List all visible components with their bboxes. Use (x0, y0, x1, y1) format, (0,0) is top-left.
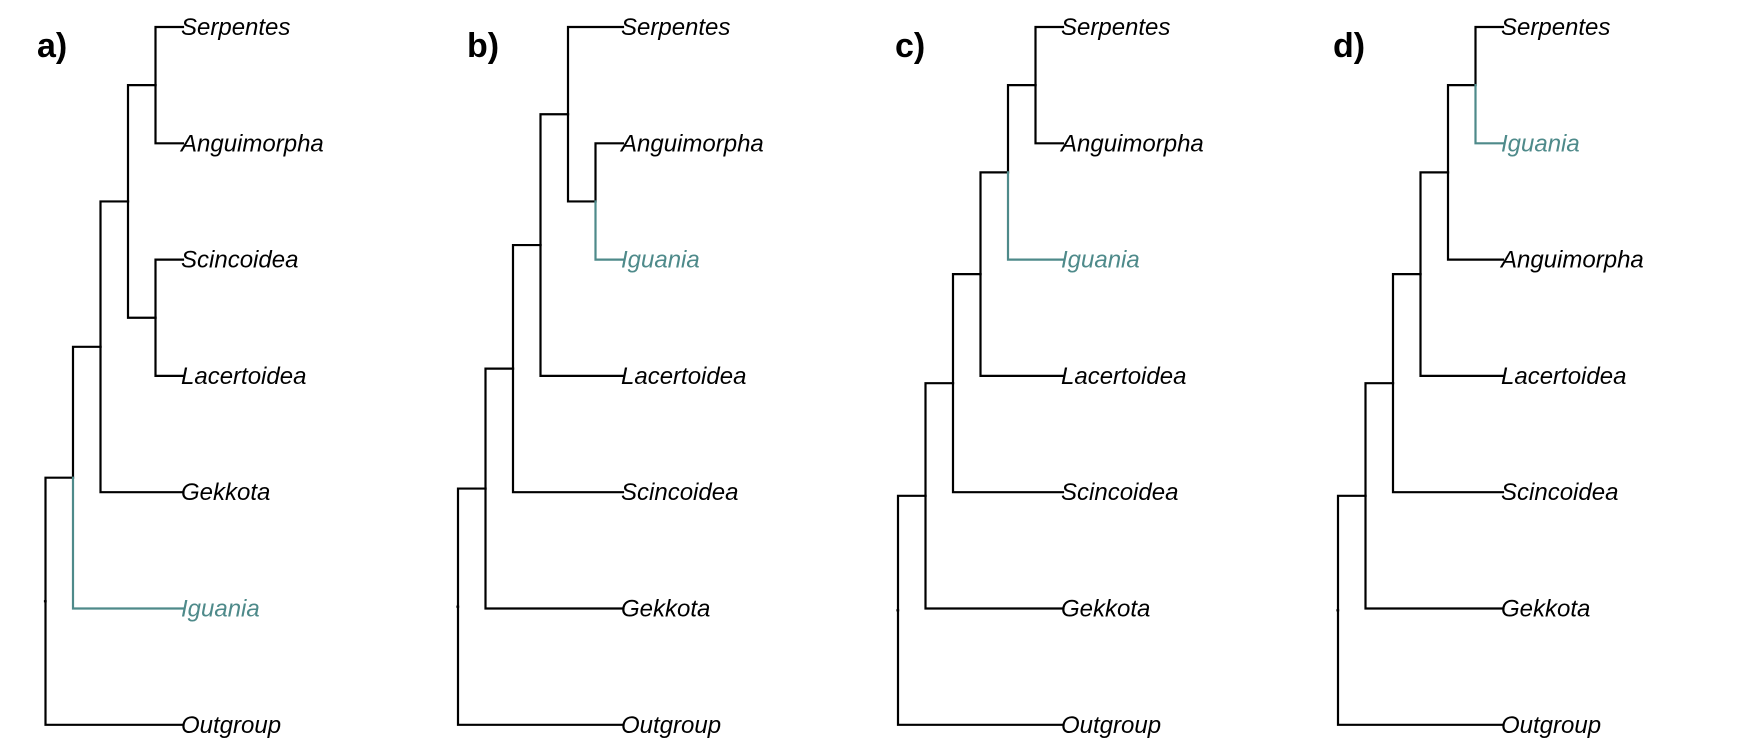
tip-label-serpentes: Serpentes (1061, 14, 1170, 41)
panel-label-a: a) (37, 27, 67, 65)
tip-label-scincoidea: Scincoidea (1061, 479, 1178, 506)
tip-label-outgroup: Outgroup (1061, 712, 1161, 739)
branch-internal-n-0-0-0-0 (539, 113, 570, 247)
tip-label-lacertoidea: Lacertoidea (621, 363, 746, 390)
branch-internal-n-0-0-0 (1391, 273, 1422, 385)
branch-internal-n-0-0-0 (511, 243, 542, 370)
branch-internal-n-0 (44, 476, 75, 603)
panel-label-c: c) (895, 27, 925, 65)
tip-label-outgroup: Outgroup (181, 712, 281, 739)
tip-label-serpentes: Serpentes (181, 14, 290, 41)
branch-to-anguimorpha (594, 142, 625, 203)
branch-to-outgroup (896, 609, 1065, 726)
tip-label-serpentes: Serpentes (1501, 14, 1610, 41)
panel-c: c) Serpentes Anguimorpha Iguania Lacertoide… (895, 14, 1204, 739)
tip-label-outgroup: Outgroup (1501, 712, 1601, 739)
branch-to-lacertoidea (979, 273, 1065, 377)
branch-to-iguania (594, 200, 625, 261)
branch-internal-n-0-0-0-0 (979, 171, 1010, 276)
branch-to-gekkota (924, 494, 1065, 610)
branch-to-anguimorpha (1034, 84, 1065, 145)
tip-label-anguimorpha: Anguimorpha (179, 130, 324, 157)
branch-to-iguania (1006, 171, 1065, 261)
tip-label-scincoidea: Scincoidea (181, 247, 298, 274)
branch-to-outgroup (44, 600, 185, 726)
branch-internal-n-0-0-0-0-0 (1006, 84, 1037, 174)
branch-internal-n-0-0-0-1 (126, 200, 157, 319)
branch-to-lacertoidea (1419, 273, 1505, 377)
branch-internal-n-0-0-0-0-0 (1446, 84, 1477, 174)
tip-label-anguimorpha: Anguimorpha (1499, 247, 1644, 274)
branch-to-scincoidea (1391, 382, 1505, 494)
tip-label-gekkota: Gekkota (621, 596, 710, 623)
branch-to-scincoidea (951, 382, 1065, 494)
tree-branches-b: Serpentes Anguimorpha Iguania Lacertoidea Sc… (456, 14, 764, 739)
branch-to-iguania (71, 476, 185, 610)
branch-to-scincoidea (511, 367, 625, 494)
panel-label-d: d) (1333, 27, 1365, 65)
tip-label-scincoidea: Scincoidea (1501, 479, 1618, 506)
tree-branches-c: Serpentes Anguimorpha Iguania Lacertoidea Sc… (896, 14, 1204, 739)
tip-label-anguimorpha: Anguimorpha (619, 130, 764, 157)
branch-to-serpentes (566, 25, 625, 116)
tip-label-gekkota: Gekkota (181, 479, 270, 506)
tip-label-iguania: Iguania (621, 247, 700, 274)
tip-label-serpentes: Serpentes (621, 14, 730, 41)
branch-to-anguimorpha (1446, 171, 1505, 261)
branch-to-gekkota (484, 487, 625, 610)
branch-to-iguania (1474, 84, 1505, 145)
branch-internal-n-0-0 (484, 367, 515, 490)
tip-label-anguimorpha: Anguimorpha (1059, 130, 1204, 157)
branch-internal-n-0-0-0 (951, 273, 982, 385)
tip-label-lacertoidea: Lacertoidea (1061, 363, 1186, 390)
panel-label-b: b) (467, 27, 499, 65)
branch-to-outgroup (1336, 609, 1505, 726)
panel-a: a) Serpentes Anguimorpha Scincoidea Lacerto… (37, 14, 324, 739)
branch-to-serpentes (1034, 25, 1065, 87)
panel-d: d) Serpentes Iguania Anguimorpha Lacertoide… (1333, 14, 1644, 739)
branch-internal-n-0-0 (1364, 382, 1395, 497)
tree-branches-d: Serpentes Iguania Anguimorpha Lacertoidea Sc… (1336, 14, 1644, 739)
branch-internal-n-0-0-0-0 (1419, 171, 1450, 276)
tip-label-lacertoidea: Lacertoidea (181, 363, 306, 390)
branch-internal-n-0 (1336, 494, 1367, 612)
tip-label-gekkota: Gekkota (1501, 596, 1590, 623)
branch-to-anguimorpha (154, 84, 185, 145)
branch-to-gekkota (1364, 494, 1505, 610)
branch-to-serpentes (1474, 25, 1505, 87)
branch-to-serpentes (154, 25, 185, 87)
tip-label-iguania: Iguania (1501, 130, 1580, 157)
branch-internal-n-0 (896, 494, 927, 612)
branch-to-lacertoidea (539, 243, 625, 377)
tip-label-iguania: Iguania (181, 596, 260, 623)
branch-to-scincoidea (154, 258, 185, 319)
tip-label-outgroup: Outgroup (621, 712, 721, 739)
branch-internal-n-0-0 (924, 382, 955, 497)
branch-internal-n-0 (456, 487, 487, 608)
tip-label-lacertoidea: Lacertoidea (1501, 363, 1626, 390)
branch-to-lacertoidea (154, 316, 185, 377)
tip-label-scincoidea: Scincoidea (621, 479, 738, 506)
tree-branches-a: Serpentes Anguimorpha Scincoidea Lacertoide… (43, 14, 324, 739)
tip-label-iguania: Iguania (1061, 247, 1140, 274)
branch-to-outgroup (456, 605, 625, 726)
tip-label-gekkota: Gekkota (1061, 596, 1150, 623)
panel-b: b) Serpentes Anguimorpha Iguania Lacertoide… (456, 14, 764, 739)
branch-internal-n-0-0-0 (99, 200, 130, 348)
branch-internal-n-0-0 (71, 345, 102, 479)
branch-to-gekkota (99, 345, 185, 494)
branch-internal-n-0-0-0-0 (126, 84, 157, 203)
branch-internal-n-0-0-0-0-1 (566, 113, 597, 203)
